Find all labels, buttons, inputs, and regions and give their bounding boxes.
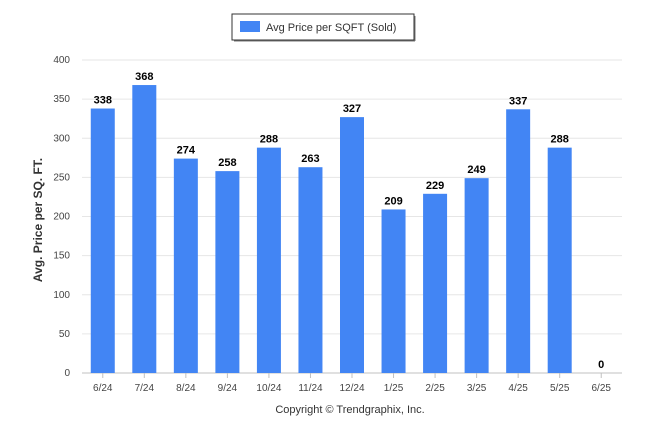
x-tick-label: 10/24: [256, 383, 281, 394]
bar-value-label: 288: [551, 134, 569, 146]
y-tick-label: 200: [53, 212, 70, 223]
bar-value-label: 274: [177, 145, 196, 157]
bar[interactable]: [506, 109, 531, 374]
bar-value-label: 337: [509, 95, 527, 107]
bar-value-label: 209: [384, 195, 402, 207]
bar[interactable]: [547, 147, 572, 373]
y-tick-label: 100: [53, 290, 70, 301]
x-tick-label: 11/24: [298, 383, 323, 394]
legend-swatch: [240, 21, 260, 32]
bar-value-label: 258: [218, 157, 236, 169]
y-tick-label: 50: [59, 329, 71, 340]
bar-value-label: 368: [135, 71, 153, 83]
legend-label: Avg Price per SQFT (Sold): [266, 22, 396, 34]
legend-box: [231, 13, 415, 41]
bar-value-label: 327: [343, 103, 361, 115]
bar[interactable]: [90, 108, 115, 373]
y-tick-labels: 0 50 100 150 200 250 300 350 400: [53, 55, 70, 379]
bar[interactable]: [215, 171, 240, 373]
bar-value-label: 288: [260, 134, 278, 146]
x-tick-label: 1/25: [384, 383, 404, 394]
bar-value-label: 249: [467, 164, 485, 176]
x-tick-label: 6/25: [591, 383, 611, 394]
bars: [90, 85, 572, 374]
bar[interactable]: [132, 85, 157, 373]
bar-value-label: 229: [426, 180, 444, 192]
bar-value-label: 0: [598, 359, 604, 371]
bar-value-label: 263: [301, 153, 319, 165]
bar[interactable]: [381, 209, 406, 373]
copyright-text: Copyright © Trendgraphix, Inc.: [275, 404, 424, 416]
x-tick-label: 6/24: [93, 383, 113, 394]
x-tick-label: 9/24: [218, 383, 238, 394]
y-tick-label: 250: [53, 172, 70, 183]
bar[interactable]: [464, 178, 489, 373]
legend[interactable]: Avg Price per SQFT (Sold): [231, 13, 416, 42]
y-tick-label: 0: [64, 368, 70, 379]
bar-value-label: 338: [94, 95, 112, 107]
data-labels: 338 368 274 258 288 263 327 209 229 249 337 288 0: [94, 71, 605, 371]
y-axis-title: Avg. Price per SQ. FT.: [31, 158, 45, 282]
bar[interactable]: [256, 147, 281, 373]
x-tick-label: 8/24: [176, 383, 196, 394]
bar[interactable]: [173, 158, 198, 373]
y-tick-label: 300: [53, 133, 70, 144]
x-tick-label: 12/24: [339, 383, 364, 394]
bar[interactable]: [423, 193, 448, 373]
y-tick-label: 150: [53, 251, 70, 262]
x-tick-label: 4/25: [508, 383, 528, 394]
x-tick-label: 2/25: [425, 383, 445, 394]
bar[interactable]: [298, 167, 323, 373]
x-tick-label: 5/25: [550, 383, 570, 394]
bar[interactable]: [340, 117, 364, 373]
x-tick-label: 7/24: [135, 383, 155, 394]
x-tick-labels: 6/24 7/24 8/24 9/24 10/24 11/24 12/24 1/25 2/25 3…: [93, 373, 611, 394]
x-tick-label: 3/25: [467, 383, 487, 394]
y-tick-label: 400: [53, 55, 70, 66]
y-tick-label: 350: [53, 94, 70, 105]
